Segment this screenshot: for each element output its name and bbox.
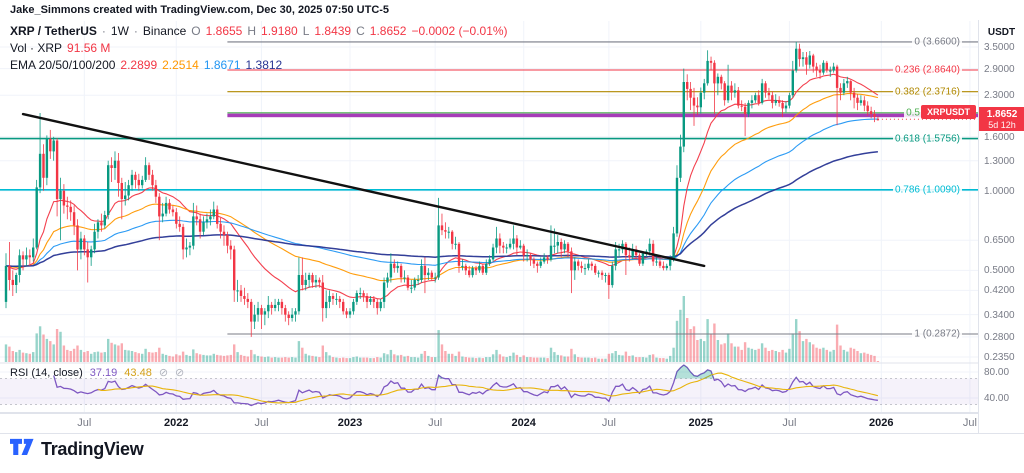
rsi-line xyxy=(53,364,878,407)
price-tag-countdown: 5d 12h xyxy=(988,120,1016,131)
symbol-price-badge: XRPUSDT xyxy=(920,105,976,120)
price-axis-label: 2.3000 xyxy=(984,90,1015,102)
time-axis-label: 2024 xyxy=(511,417,536,429)
brand-text: TradingView xyxy=(41,438,144,459)
ema-value: 1.3812 xyxy=(245,58,283,72)
purple-band-drawing xyxy=(227,113,978,118)
price-axis-label: 0.2350 xyxy=(984,352,1015,364)
pane-borders xyxy=(0,362,1024,434)
trendline-drawing xyxy=(21,112,706,268)
price-axis-label: 0.2800 xyxy=(984,331,1015,343)
fib-retracement-layer xyxy=(0,41,978,335)
fib-level-label: 0.236 (2.8640) xyxy=(892,64,962,76)
rsi-ma-line xyxy=(97,372,879,404)
ema-legend-row[interactable]: EMA 20/50/100/200 2.2899 2.2514 1.8671 1.38… xyxy=(10,57,508,74)
candles-layer xyxy=(4,41,880,337)
volume-value: 91.56 M xyxy=(67,41,111,55)
price-axis-label: 1.3000 xyxy=(984,155,1015,167)
ema-50-line xyxy=(5,93,879,282)
ema-lines-layer xyxy=(5,73,879,300)
ema-value: 2.2514 xyxy=(162,58,199,72)
rsi-legend-row[interactable]: RSI (14, close) 37.19 43.48 ⊘ ⊘ xyxy=(10,366,185,380)
rsi-value: 37.19 xyxy=(89,366,118,379)
ema-20-line xyxy=(5,73,879,300)
time-axis-label: Jul xyxy=(601,417,616,429)
separator: · xyxy=(133,24,138,38)
time-axis-label: 2026 xyxy=(869,417,894,429)
volume-legend-row[interactable]: Vol · XRP 91.56 M xyxy=(10,40,508,57)
price-axis-label: 0.5000 xyxy=(984,265,1015,277)
price-tag: 1.8652 5d 12h xyxy=(979,107,1024,132)
symbol-name: XRP / TetherUS xyxy=(10,24,97,38)
ohlc-key: L xyxy=(302,24,310,38)
time-axis[interactable]: Jul 2022 Jul 2023 Jul 2024 Jul 2025 Jul 2026 Jul xyxy=(0,413,978,433)
ohlc-value: 1.9180 xyxy=(261,24,298,38)
rsi-ma-value: 43.48 xyxy=(124,366,152,379)
rsi-axis-label: 80.00 xyxy=(984,367,1010,378)
price-axis-label: 3.5000 xyxy=(984,42,1015,53)
fib-level-label: 1 (0.2872) xyxy=(912,328,962,340)
symbol-legend-row[interactable]: XRP / TetherUS · 1W · Binance O 1.8655 H 1.9180 L… xyxy=(10,23,508,40)
price-axis-label: 0.4200 xyxy=(984,285,1015,297)
tradingview-logo[interactable]: TradingView xyxy=(10,438,144,460)
time-axis-label: Jul xyxy=(962,417,977,429)
ema-value: 1.8671 xyxy=(203,58,241,72)
exchange-label: Binance xyxy=(142,24,187,38)
hidden-indicator-icon[interactable]: ⊘ xyxy=(175,367,185,379)
ohlc-key: O xyxy=(191,24,201,38)
rsi-label: RSI (14, close) xyxy=(10,366,83,379)
ema-value: 2.2899 xyxy=(120,58,158,72)
fib-level-label: 0.618 (1.5756) xyxy=(892,133,962,145)
time-axis-label: Jul xyxy=(782,417,797,429)
time-axis-label: 2025 xyxy=(688,417,714,429)
ohlc-value: 1.8655 xyxy=(205,24,243,38)
price-tag-value: 1.8652 xyxy=(986,109,1018,121)
change-value: −0.0002 (−0.01%) xyxy=(411,24,508,38)
fib-level-label: 0 (3.6600) xyxy=(912,36,962,48)
time-axis-label: 2023 xyxy=(337,417,363,429)
fib-level-label: 0.786 (1.0090) xyxy=(892,184,962,196)
price-axis-label: 0.6500 xyxy=(984,235,1015,247)
rsi-axis-label: 40.00 xyxy=(984,393,1010,404)
ema-label: EMA 20/50/100/200 xyxy=(10,58,116,72)
grid-layer xyxy=(0,21,978,412)
interval-label: 1W xyxy=(110,24,129,38)
price-axis[interactable]: USDT 1.8652 5d 12h 3.5000 2.9000 2.3000 1.6… xyxy=(978,20,1024,433)
ema-200-line xyxy=(5,150,878,267)
time-axis-label: Jul xyxy=(428,417,443,429)
time-axis-label: 2022 xyxy=(164,417,189,429)
ohlc-value: 1.8439 xyxy=(314,24,352,38)
tradingview-logo-icon xyxy=(10,438,34,455)
separator: · xyxy=(101,24,106,38)
fib-level-label: 0.382 (2.3716) xyxy=(892,86,962,98)
time-axis-label: Jul xyxy=(254,417,269,429)
ema-100-line xyxy=(5,118,878,268)
time-axis-label: Jul xyxy=(77,417,92,429)
price-axis-label: 1.6000 xyxy=(984,131,1015,143)
hidden-indicator-icon[interactable]: ⊘ xyxy=(158,367,169,379)
attribution-text: Jake_Simmons created with TradingView.co… xyxy=(10,4,390,16)
volume-label: Vol · XRP xyxy=(10,41,63,55)
ohlc-key: H xyxy=(247,24,257,38)
price-axis-label: 0.3400 xyxy=(984,309,1015,321)
axis-currency-label: USDT xyxy=(987,27,1016,38)
volume-layer xyxy=(4,296,880,362)
ohlc-key: C xyxy=(356,24,365,38)
price-axis-label: 2.9000 xyxy=(984,63,1015,75)
ohlc-value: 1.8652 xyxy=(369,24,407,38)
rsi-pane-layer xyxy=(0,364,978,407)
legend: XRP / TetherUS · 1W · Binance O 1.8655 H 1.9180 L… xyxy=(10,23,508,74)
price-axis-label: 1.0000 xyxy=(984,185,1015,197)
